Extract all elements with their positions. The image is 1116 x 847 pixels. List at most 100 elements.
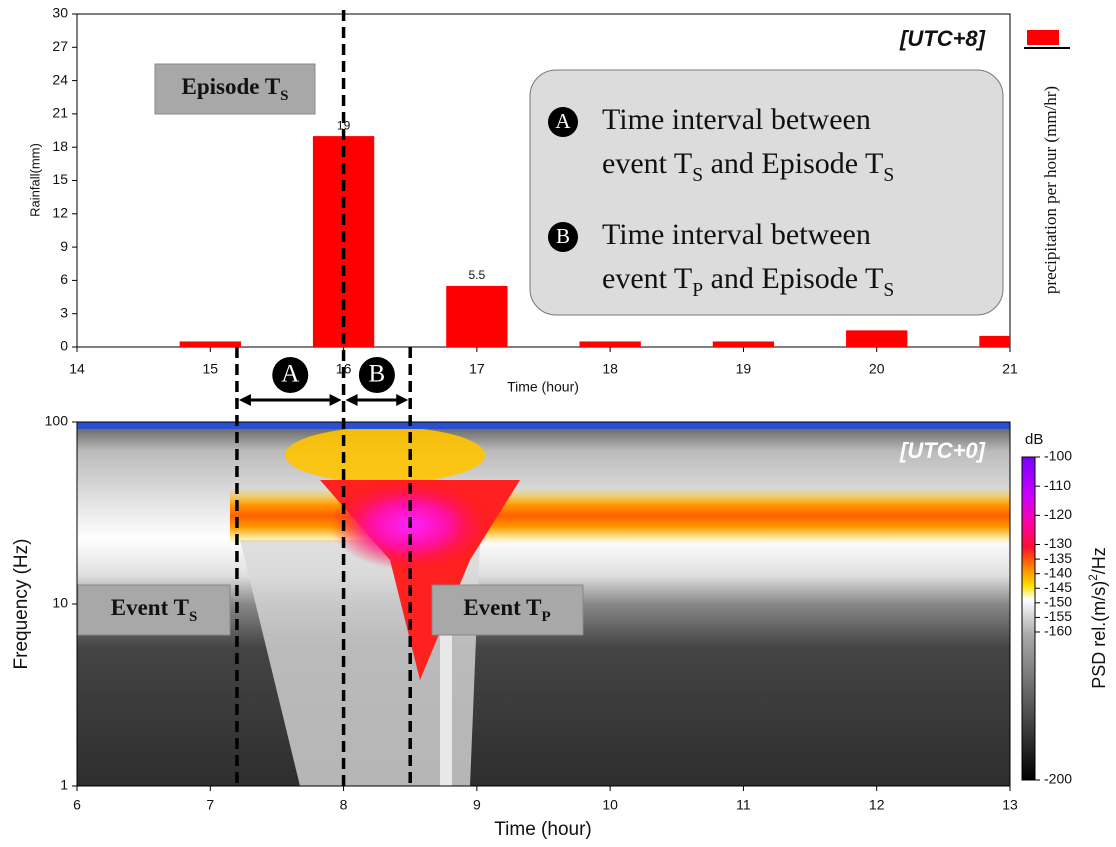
y-tick-label: 9 [60,238,68,254]
x-axis-label: Time (hour) [507,379,579,395]
arrow-head [345,394,358,406]
x-tick-label: 15 [202,361,218,377]
colorbar [1021,456,1036,781]
x-tick-label: 11 [736,797,751,813]
episode-box [154,63,316,115]
y-tick-label: 100 [45,413,69,429]
colorbar-label: PSD rel.(m/s)2/Hz [1087,547,1109,689]
y-tick-label: 30 [52,5,68,21]
subscript: S [189,609,197,625]
x-tick-label: 10 [602,797,618,813]
text-part: and Episode T [703,262,883,295]
x-tick-label: 14 [69,361,85,377]
x-axis-label: Time (hour) [494,819,591,840]
bar [579,341,641,347]
y-tick-label: 3 [60,304,68,320]
y-tick-label: 1 [60,777,68,793]
bar [846,330,908,347]
legend-text: event TS and Episode TS [602,147,894,186]
colorbar-tick-label: -200 [1044,771,1072,787]
legend-marker-label: B [556,224,570,248]
x-tick-label: 21 [1002,361,1018,377]
interval-marker-label: A [281,361,299,388]
text-part: Event T [463,595,541,620]
colorbar-tick-label: -100 [1044,448,1072,464]
text-part: PSD rel.(m/s) [1089,581,1109,689]
subscript: S [280,88,288,104]
colorbar-unit: dB [1025,431,1043,448]
y-tick-label: 21 [52,105,68,121]
interval-marker [358,357,395,393]
legend-text: Time interval between [602,218,871,251]
bar [179,341,241,347]
x-tick-label: 6 [73,797,81,813]
y-tick-label: 6 [60,271,68,287]
x-tick-label: 9 [473,797,481,813]
text-part: Episode T [182,74,281,99]
event-tp-box [431,584,584,636]
legend-marker [548,222,578,252]
colorbar-tick-label: -145 [1044,579,1072,595]
annotation: Episode TS [182,74,289,104]
y-tick-label: 27 [52,38,68,54]
y-tick-label: 12 [52,205,68,221]
text-part: /Hz [1089,547,1109,574]
legend-marker-label: A [555,109,571,133]
subscript: S [692,165,703,186]
text-part: Event T [111,595,189,620]
event-ts-box [77,584,231,636]
x-tick-label: 20 [869,361,885,377]
colorbar-tick-label: -120 [1044,506,1072,522]
y-tick-label: 24 [52,71,68,87]
y-axis-label: Frequency (Hz) [11,539,32,670]
bar [979,335,1010,347]
x-tick-label: 19 [736,361,752,377]
x-tick-label: 7 [206,797,214,813]
colorbar-tick-label: -110 [1044,477,1071,493]
subscript: S [883,165,894,186]
y-tick-label: 10 [52,595,68,611]
value-label: 19 [337,118,351,132]
legend-marker [548,107,578,137]
legend-text: event TP and Episode TS [602,262,894,301]
subscript: P [542,609,551,625]
chart-title: [UTC+0] [899,438,986,463]
interval-marker-label: B [369,361,386,388]
chart-title: [UTC+8] [899,26,986,51]
colorbar-tick-label: -140 [1044,564,1072,580]
y-tick-label: 15 [52,171,68,187]
interval-marker [272,357,309,393]
x-tick-label: 12 [869,797,885,813]
text-part: event T [602,262,692,295]
legend-text: Time interval between [602,103,871,136]
y-axis-label: Rainfall(mm) [27,143,42,217]
arrow-head [238,394,251,406]
legend-swatch [1027,30,1059,45]
text-part: Time interval between [602,218,871,251]
y-tick-label: 0 [60,338,68,354]
value-label: 5.5 [469,268,486,282]
arrow-head [396,394,409,406]
colorbar-tick-label: -130 [1044,535,1072,551]
spectrogram-image [77,422,1010,786]
y-tick-label: 18 [52,138,68,154]
colorbar-tick-label: -160 [1044,623,1072,639]
y2-axis-label: precipitation per hour (mm/hr) [1041,86,1060,294]
colorbar-tick-label: -150 [1044,594,1072,610]
subscript: S [883,280,894,301]
subscript: P [692,280,703,301]
text-part: event T [602,147,692,180]
arrow-head [329,394,342,406]
bar [446,285,508,347]
x-tick-label: 8 [340,797,348,813]
superscript: 2 [1087,574,1100,581]
x-tick-label: 13 [1002,797,1018,813]
annotation: Event TP [463,595,550,625]
text-part: Time interval between [602,103,871,136]
x-tick-label: 17 [469,361,485,377]
legend-box [529,69,1004,316]
x-tick-label: 18 [602,361,618,377]
colorbar-tick-label: -155 [1044,608,1072,624]
bar [712,341,775,347]
